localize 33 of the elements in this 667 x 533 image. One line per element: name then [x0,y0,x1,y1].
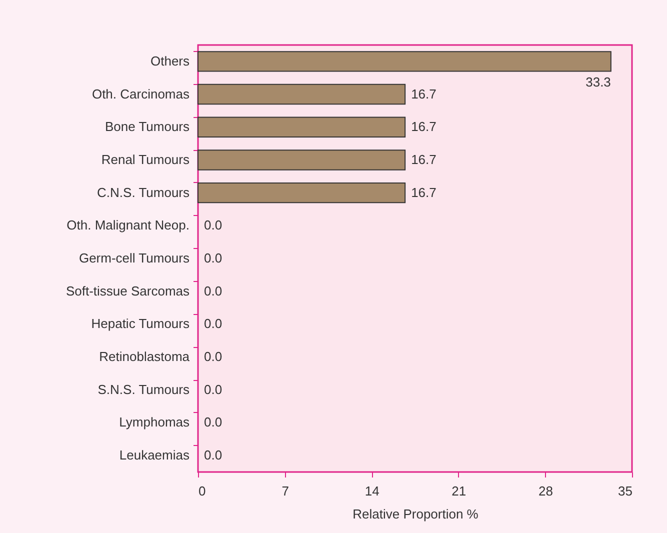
x-tick-label: 14 [364,484,380,498]
y-tick-label: Bone Tumours [104,119,190,134]
data-label: 0.0 [204,316,222,332]
y-tick-label: Oth. Malignant Neop. [66,218,190,233]
data-label: 0.0 [204,283,222,298]
y-tick-label: Renal Tumours [101,152,190,167]
y-tick-label: Lymphomas [119,414,190,430]
data-label: 16.7 [411,86,436,102]
data-label: 0.0 [204,218,222,233]
y-tick-label: Soft-tissue Sarcomas [66,283,190,298]
data-label: 0.0 [204,382,222,397]
x-tick-label: 21 [452,484,466,498]
y-tick-label: Oth. Carcinomas [92,86,190,102]
x-tick-label: 0 [198,484,206,498]
y-tick-label: Retinoblastoma [99,349,190,364]
data-label: 16.7 [411,119,436,134]
x-tick-label: 7 [282,484,289,498]
data-label: 0.0 [204,349,222,364]
data-label: 16.7 [411,184,436,200]
y-tick-label: Others [150,53,190,68]
x-tick-label: 35 [618,484,632,498]
y-tick-label: Germ-cell Tumours [78,250,190,266]
y-tick-label: S.N.S. Tumours [98,382,190,397]
data-label: 0.0 [204,414,222,430]
y-tick-label: Leukaemias [119,448,190,463]
x-axis-title: Relative Proportion % [352,506,479,522]
data-label: 0.0 [204,448,222,463]
y-tick-label: Hepatic Tumours [91,316,190,332]
y-tick-label: C.N.S. Tumours [97,184,190,200]
x-tick-label: 28 [538,484,553,498]
data-label: 16.7 [411,152,436,167]
data-label: 33.3 [586,74,611,90]
data-label: 0.0 [204,250,222,266]
